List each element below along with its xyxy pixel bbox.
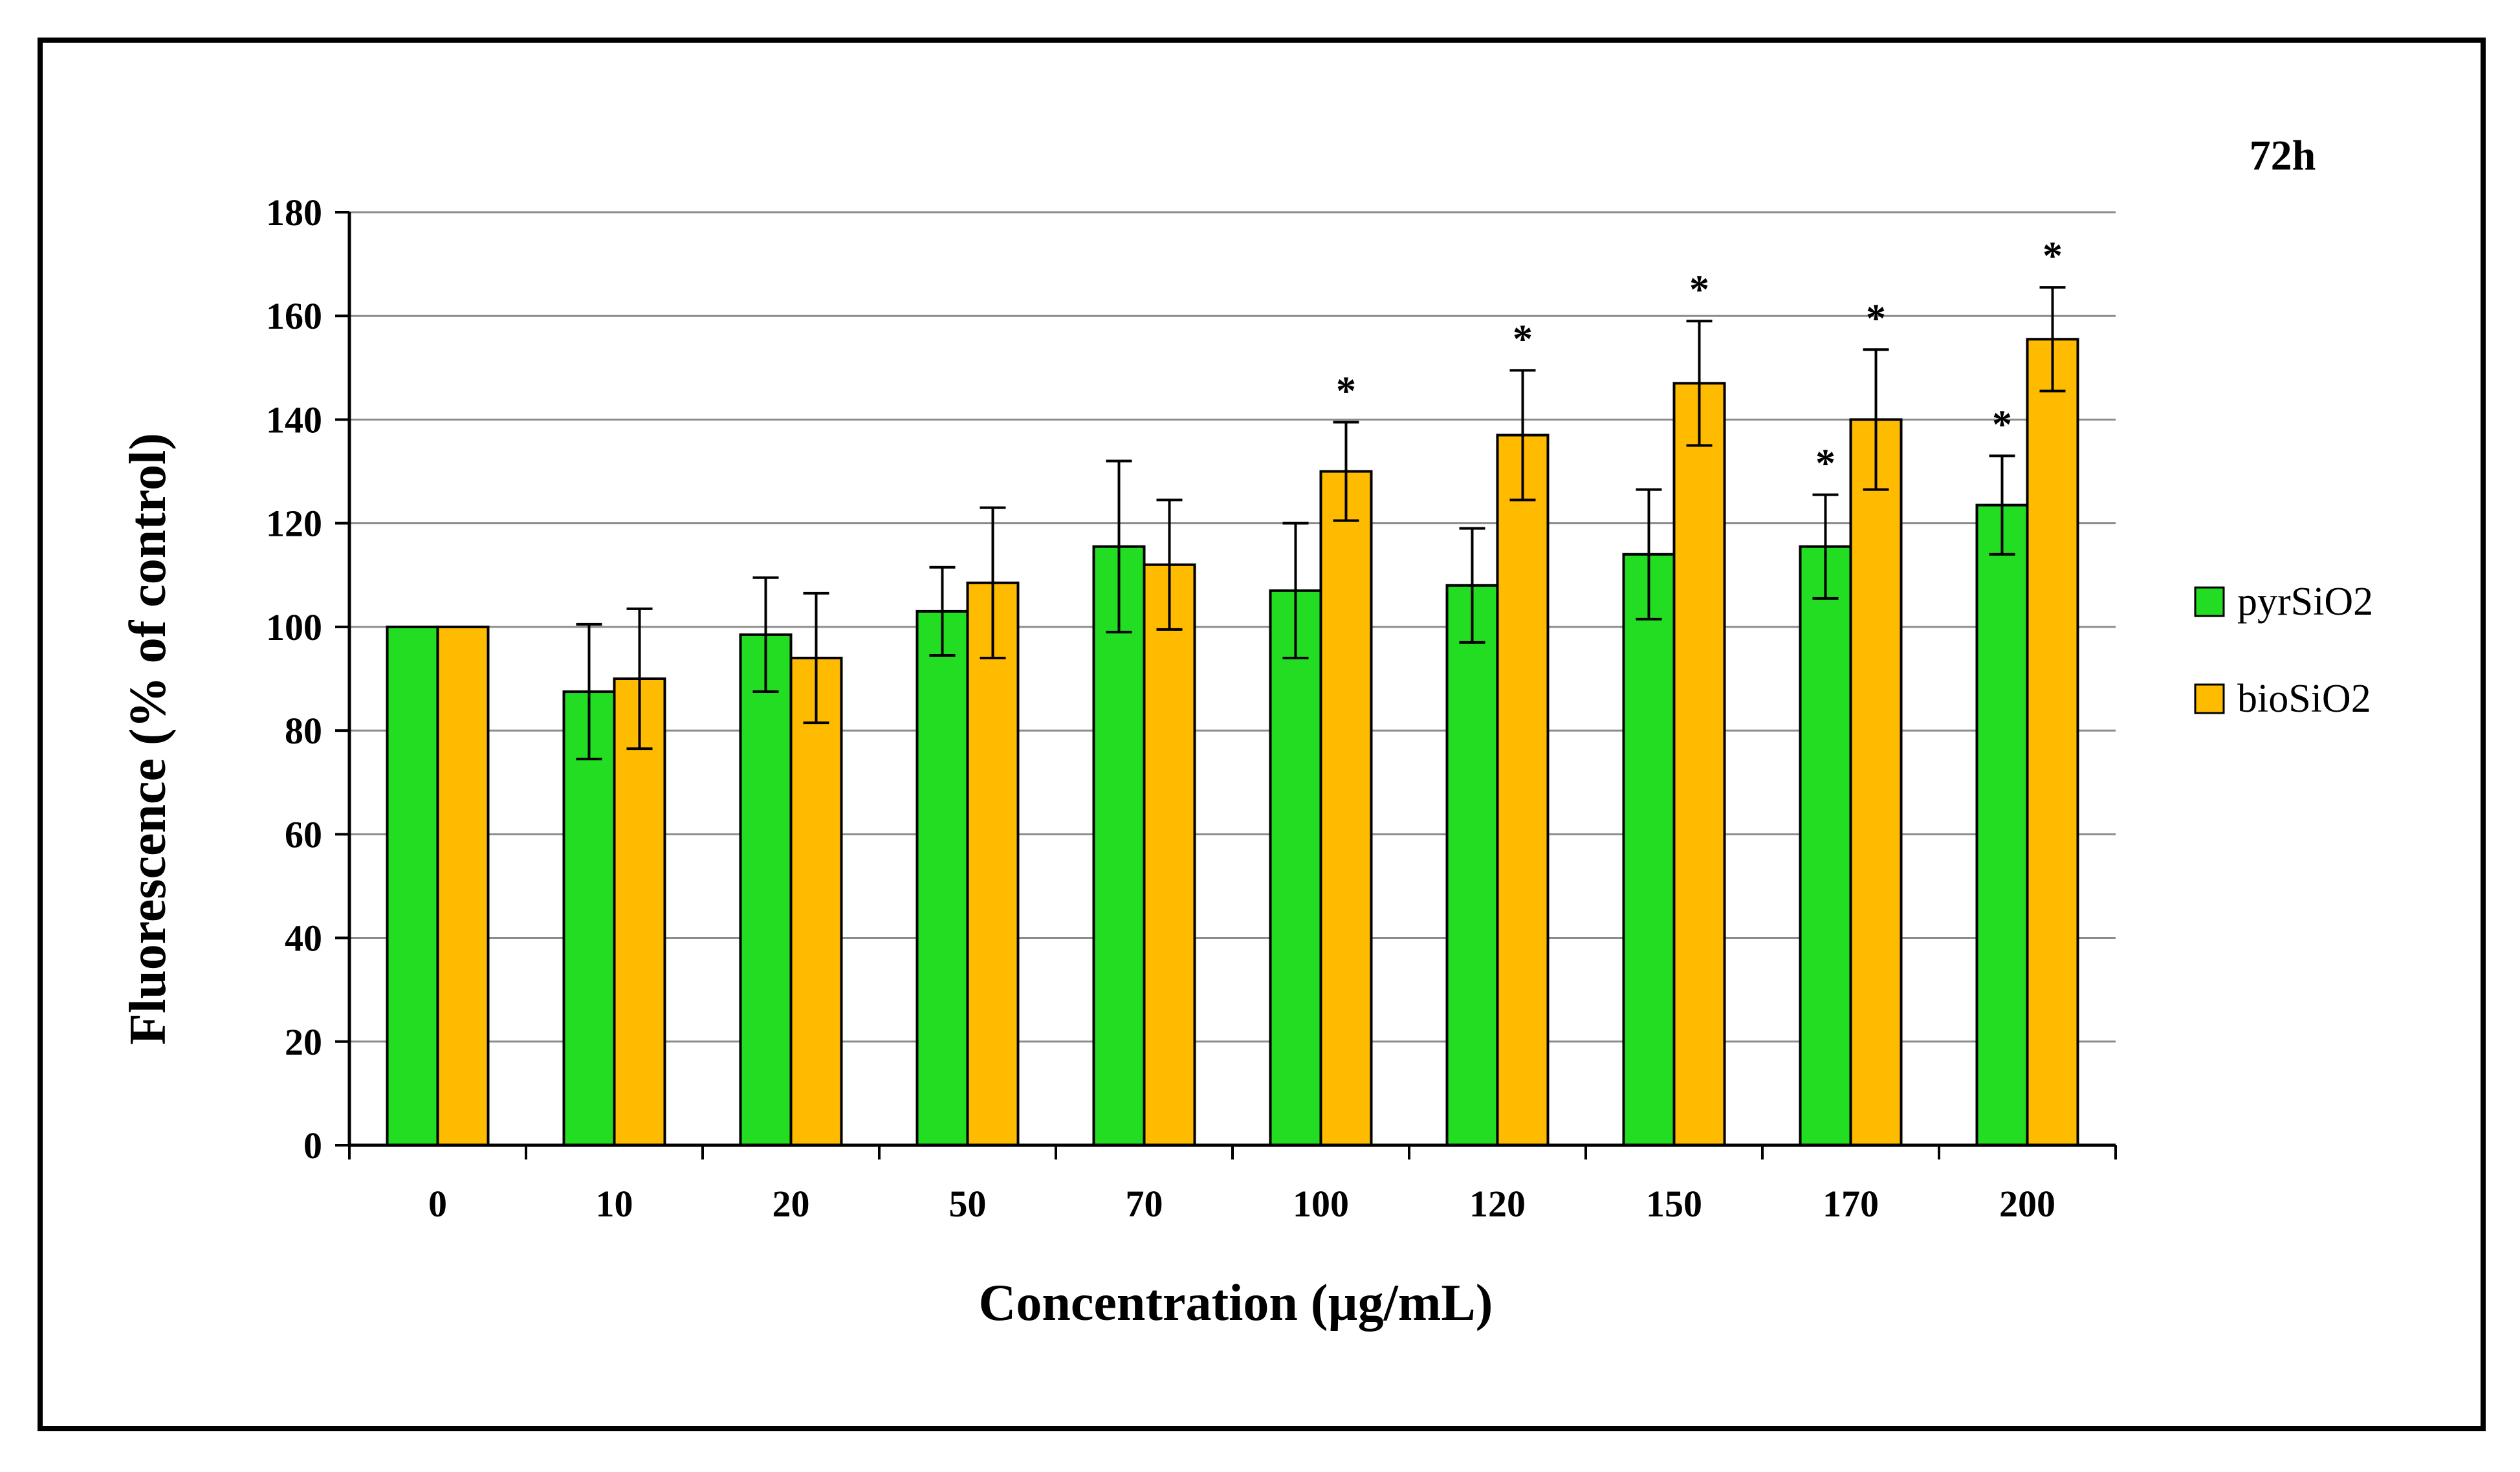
y-tick-label-100: 100 xyxy=(266,606,322,648)
significance-marker-biosio2-100: * xyxy=(1336,369,1356,413)
error-bar-pyrsio2-120 xyxy=(1459,527,1485,644)
error-bar-pyrsio2-100 xyxy=(1282,522,1309,659)
x-tick-label-100: 100 xyxy=(1293,1183,1349,1225)
bar-pyrsio2-50 xyxy=(915,610,969,1147)
error-bar-biosio2-70 xyxy=(1156,498,1183,631)
bar-pyrsio2-100 xyxy=(1269,589,1322,1147)
y-axis-title: Fluorescence (% of control) xyxy=(120,433,177,1045)
error-bar-pyrsio2-150 xyxy=(1636,488,1662,621)
error-bar-pyrsio2-170 xyxy=(1812,493,1839,600)
error-bars xyxy=(576,286,2066,761)
y-tick-label-0: 0 xyxy=(303,1125,322,1167)
significance-marker-biosio2-170: * xyxy=(1866,296,1886,340)
error-bar-biosio2-170 xyxy=(1863,348,1889,491)
bar-biosio2-200 xyxy=(2026,338,2079,1147)
y-tick-label-60: 60 xyxy=(285,813,322,855)
significance-marker-biosio2-200: * xyxy=(2043,234,2063,278)
bar-pyrsio2-170 xyxy=(1799,545,1852,1147)
bar-pyrsio2-150 xyxy=(1622,553,1676,1147)
tick-labels: 0 20 40 60 80 100 120 140 160 180 0 10 20 50 70 100 120 1… xyxy=(266,192,2055,1225)
y-tick-label-120: 120 xyxy=(266,503,322,545)
axes xyxy=(335,211,2117,1159)
error-bar-biosio2-10 xyxy=(626,607,653,751)
bar-biosio2-150 xyxy=(1672,382,1726,1147)
legend: pyrSiO2 bioSiO2 xyxy=(2194,580,2373,721)
y-tick-label-40: 40 xyxy=(285,917,322,960)
bar-pyrsio2-0 xyxy=(386,625,439,1147)
x-tick-label-200: 200 xyxy=(1999,1183,2055,1225)
error-bar-pyrsio2-50 xyxy=(929,566,956,657)
legend-swatch-biosio2 xyxy=(2194,683,2225,714)
x-tick-label-20: 20 xyxy=(772,1183,810,1225)
y-tick-label-180: 180 xyxy=(266,192,322,234)
bar-biosio2-0 xyxy=(436,625,490,1147)
bar-biosio2-50 xyxy=(966,581,1020,1147)
y-tick-label-20: 20 xyxy=(285,1021,322,1063)
error-bar-pyrsio2-10 xyxy=(576,622,602,761)
error-bar-pyrsio2-70 xyxy=(1106,459,1132,633)
x-axis-title: Concentration (µg/mL) xyxy=(979,1275,1493,1332)
error-bar-biosio2-120 xyxy=(1509,369,1536,501)
bar-biosio2-70 xyxy=(1143,563,1196,1147)
x-tick-label-170: 170 xyxy=(1823,1183,1879,1225)
x-tick-label-0: 0 xyxy=(428,1183,447,1225)
y-tick-label-80: 80 xyxy=(285,710,322,752)
bar-biosio2-170 xyxy=(1849,418,1903,1147)
y-tick-label-140: 140 xyxy=(266,399,322,441)
error-bar-biosio2-150 xyxy=(1686,320,1713,447)
legend-label-biosio2: bioSiO2 xyxy=(2237,677,2371,721)
error-bar-biosio2-50 xyxy=(980,506,1006,659)
chart-title: 72h xyxy=(2250,132,2316,179)
bar-biosio2-20 xyxy=(789,656,843,1147)
error-bar-biosio2-100 xyxy=(1333,421,1359,522)
bar-biosio2-120 xyxy=(1496,434,1550,1147)
legend-label-pyrsio2: pyrSiO2 xyxy=(2237,580,2373,624)
bars xyxy=(386,338,2079,1147)
bar-pyrsio2-200 xyxy=(1975,503,2029,1147)
legend-swatch-pyrsio2 xyxy=(2194,586,2225,617)
bar-pyrsio2-70 xyxy=(1092,545,1146,1147)
x-tick-label-50: 50 xyxy=(949,1183,987,1225)
x-tick-label-120: 120 xyxy=(1469,1183,1526,1225)
x-tick-label-150: 150 xyxy=(1646,1183,1702,1225)
significance-markers: * * * * * * * xyxy=(1336,234,2063,485)
bar-pyrsio2-20 xyxy=(739,633,793,1147)
x-tick-label-10: 10 xyxy=(596,1183,633,1225)
significance-marker-biosio2-150: * xyxy=(1689,268,1709,312)
error-bar-biosio2-20 xyxy=(803,591,829,725)
significance-marker-pyrsio2-170: * xyxy=(1815,442,1835,486)
y-tick-label-160: 160 xyxy=(266,295,322,337)
error-bar-biosio2-200 xyxy=(2039,286,2066,393)
significance-marker-pyrsio2-200: * xyxy=(1992,403,2012,447)
x-tick-label-70: 70 xyxy=(1126,1183,1163,1225)
bar-pyrsio2-120 xyxy=(1445,584,1499,1147)
error-bar-pyrsio2-200 xyxy=(1989,454,2015,556)
bar-biosio2-100 xyxy=(1319,470,1373,1147)
error-bar-pyrsio2-20 xyxy=(752,576,779,694)
significance-marker-biosio2-120: * xyxy=(1513,317,1533,361)
